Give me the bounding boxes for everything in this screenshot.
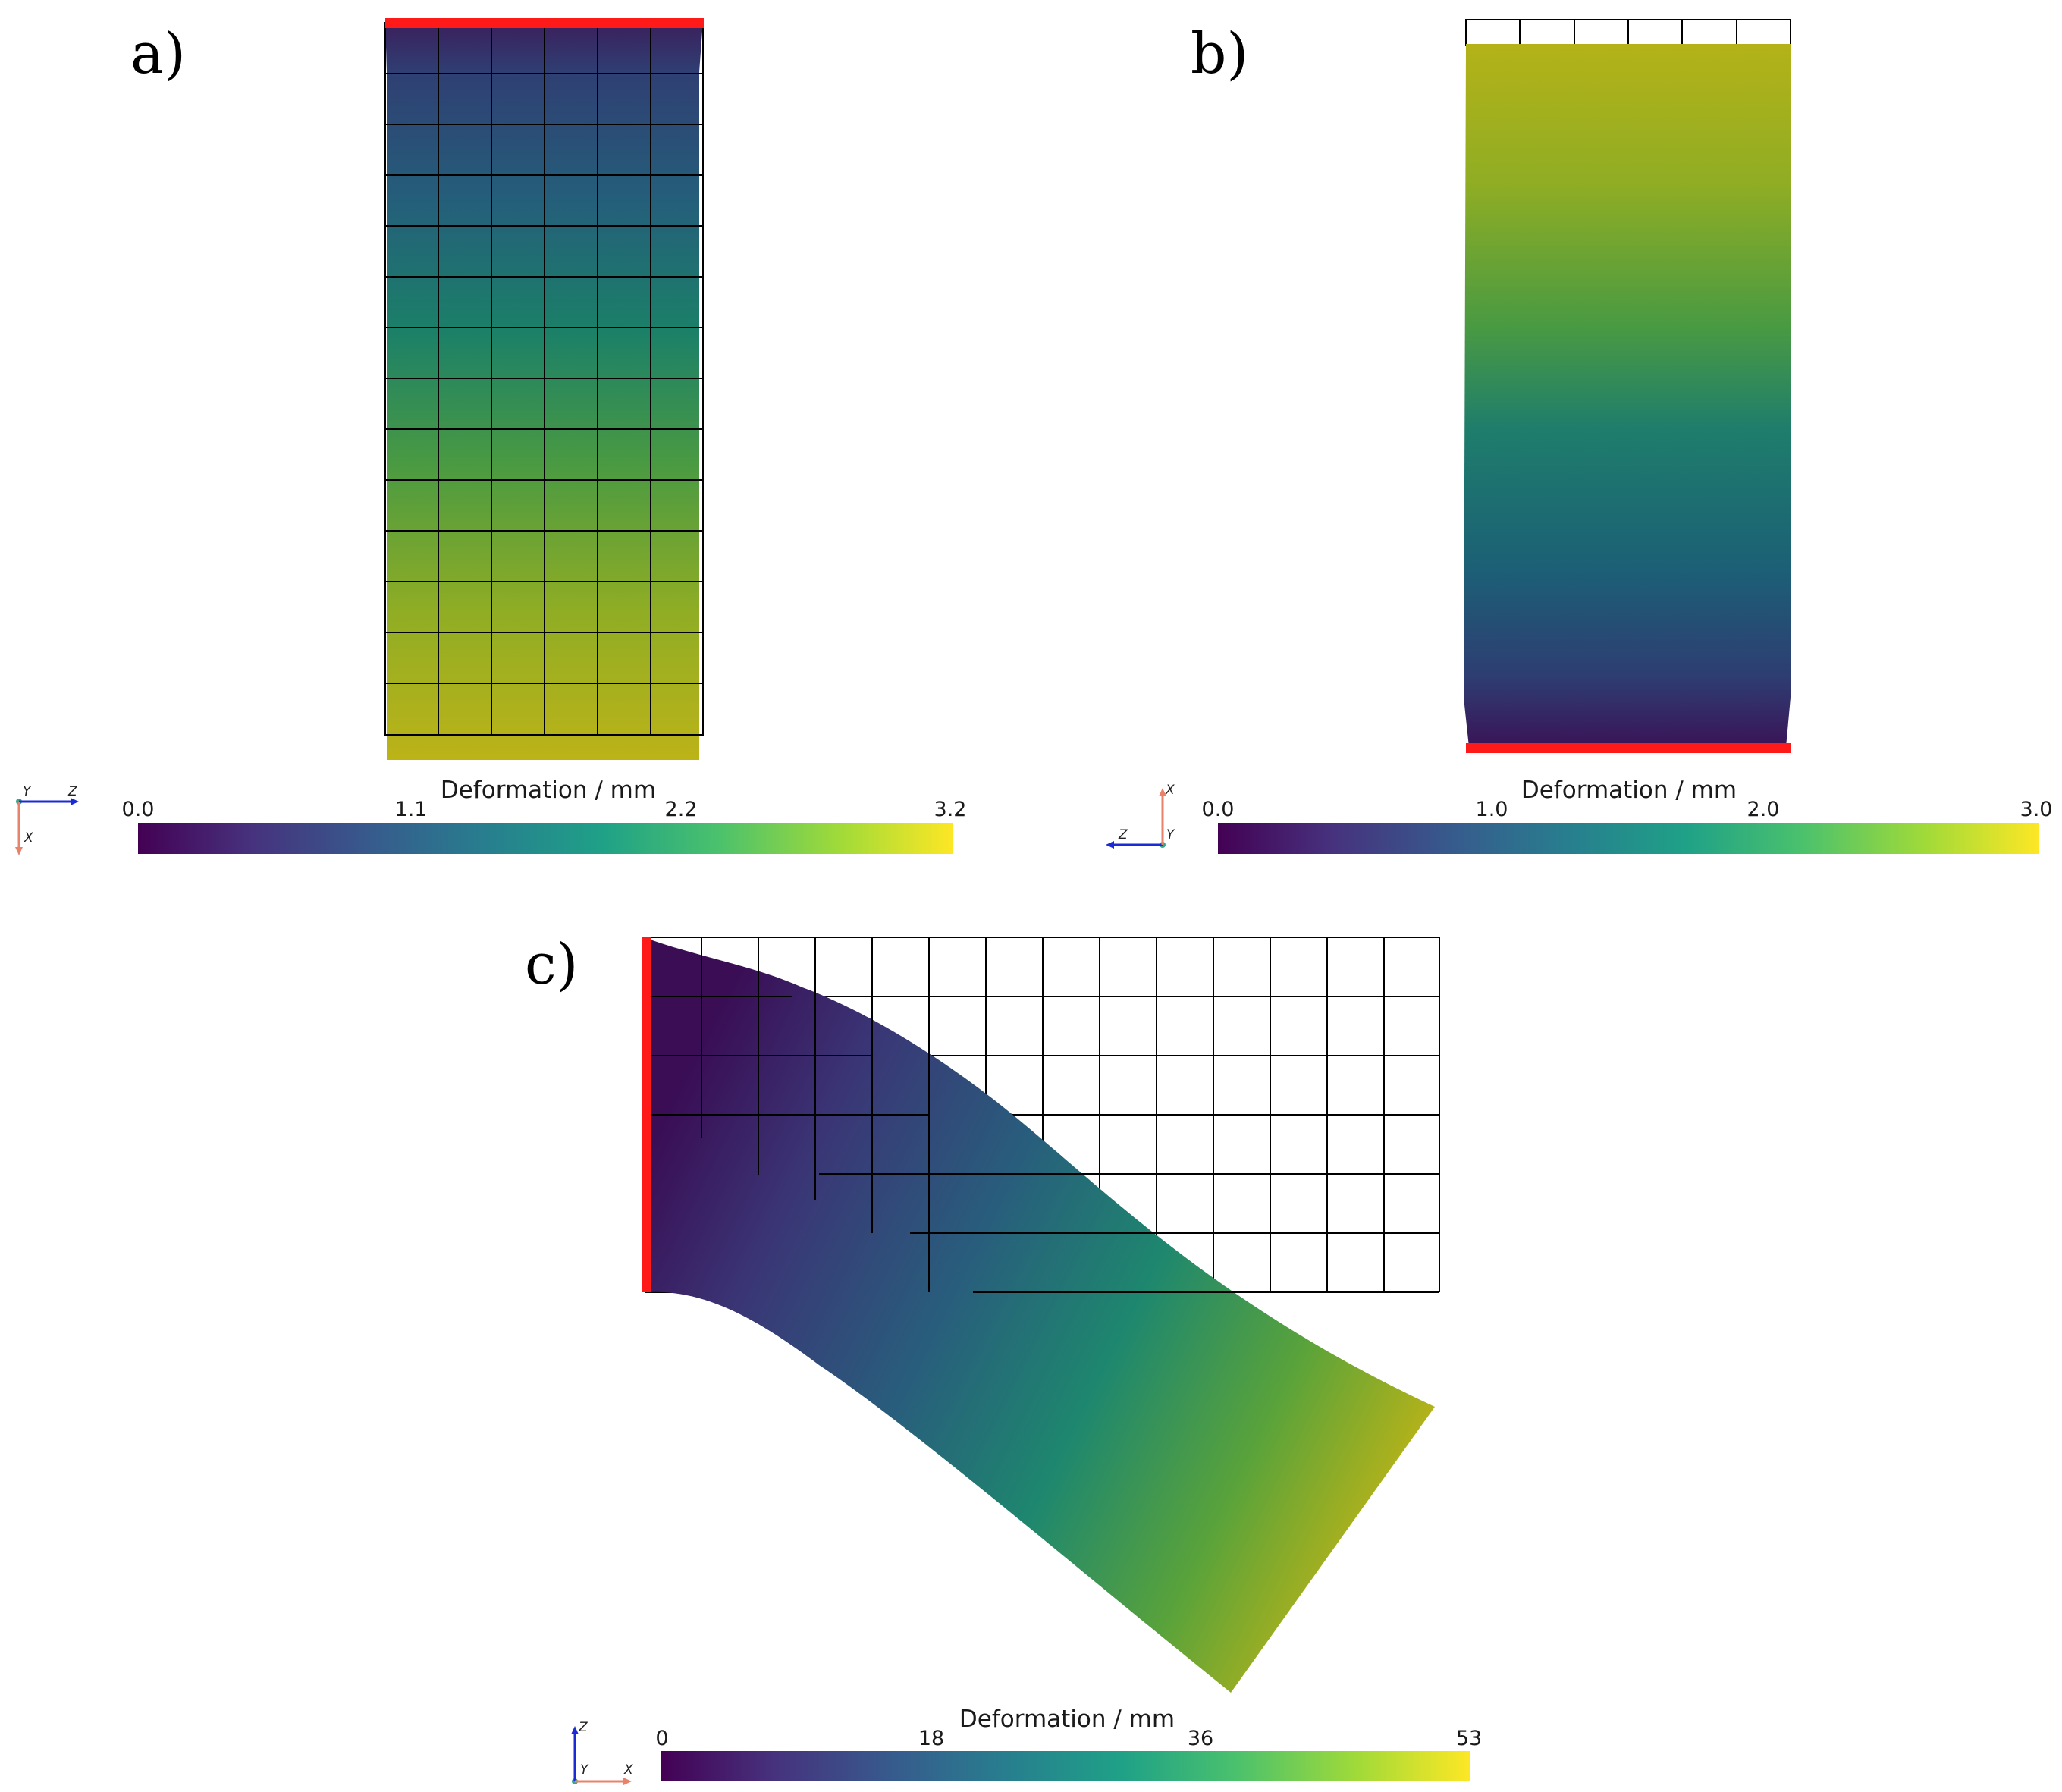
panel-c-axis-y-label: Y xyxy=(580,1762,589,1778)
panel-b-colorbar-title: Deformation / mm xyxy=(1521,777,1737,804)
panel-b-colorbar-tick: 3.0 xyxy=(2020,798,2053,821)
panel-a-axis-z-label: Z xyxy=(67,784,77,799)
panel-b-colorbar: Deformation / mm 0.0 1.0 2.0 3.0 xyxy=(1202,777,2053,854)
panel-a-orientation-axes: Y Z X xyxy=(15,784,79,855)
panel-c-mesh-overlay xyxy=(646,948,1289,1293)
panel-c-axis-x-arrow xyxy=(623,1778,632,1785)
panel-b: b) X Z Y Deformation / mm 0.0 1.0 2.0 xyxy=(1106,19,2053,854)
panel-a-axis-x-arrow xyxy=(15,847,23,855)
panel-b-fixed-boundary xyxy=(1466,743,1791,753)
panel-c-fixed-boundary xyxy=(642,937,651,1292)
panel-c-colorbar-tick: 36 xyxy=(1188,1727,1213,1750)
panel-a-fixed-boundary xyxy=(385,18,704,28)
panel-c-colorbar-title: Deformation / mm xyxy=(959,1706,1175,1733)
panel-c-label: c) xyxy=(525,932,578,997)
panel-c-axis-z-arrow xyxy=(571,1726,579,1734)
panel-c-axis-z-label: Z xyxy=(578,1720,588,1735)
panel-a-mesh xyxy=(384,22,704,736)
panel-b-axis-z-label: Z xyxy=(1118,827,1128,843)
panel-b-colorbar-gradient xyxy=(1218,823,2039,854)
panel-a-colorbar-tick: 1.1 xyxy=(395,798,428,821)
panel-a-colorbar-tick: 2.2 xyxy=(665,798,698,821)
panel-a: a) xyxy=(15,18,966,855)
panel-b-axis-x-label: X xyxy=(1165,783,1175,798)
panel-b-colorbar-tick: 1.0 xyxy=(1476,798,1508,821)
panel-b-axis-y-label: Y xyxy=(1166,827,1175,843)
panel-b-label: b) xyxy=(1191,21,1248,86)
panel-c-colorbar-tick: 18 xyxy=(918,1727,944,1750)
panel-b-deformed-body xyxy=(1464,44,1791,747)
panel-c-colorbar-gradient xyxy=(661,1751,1470,1781)
panel-b-colorbar-tick: 2.0 xyxy=(1747,798,1780,821)
panel-a-mesh-horizontals xyxy=(385,73,703,684)
panel-a-label: a) xyxy=(130,21,186,86)
panel-c-axis-x-label: X xyxy=(623,1762,633,1778)
panel-a-colorbar-tick: 0.0 xyxy=(122,798,155,821)
panel-c: c) xyxy=(525,932,1482,1785)
panel-b-axis-z-arrow xyxy=(1106,841,1114,849)
panel-a-colorbar: Deformation / mm 0.0 1.1 2.2 3.2 xyxy=(122,777,967,854)
panel-c-colorbar: Deformation / mm 0 18 36 53 xyxy=(655,1706,1482,1781)
panel-b-orientation-axes: X Z Y xyxy=(1106,783,1175,849)
panel-a-axis-y-label: Y xyxy=(23,784,32,799)
panel-c-orientation-axes: Z Y X xyxy=(571,1720,633,1785)
panel-b-axis-x-arrow xyxy=(1159,788,1166,796)
panel-a-colorbar-title: Deformation / mm xyxy=(441,777,656,804)
panel-b-colorbar-tick: 0.0 xyxy=(1202,798,1235,821)
panel-a-colorbar-gradient xyxy=(138,823,953,854)
panel-c-deformed-beam xyxy=(646,938,1435,1693)
panel-c-colorbar-tick: 53 xyxy=(1456,1727,1482,1750)
panel-a-axis-z-arrow xyxy=(71,798,79,805)
panel-a-axis-x-label: X xyxy=(24,830,33,846)
panel-c-colorbar-tick: 0 xyxy=(655,1727,668,1750)
panel-a-colorbar-tick: 3.2 xyxy=(934,798,967,821)
